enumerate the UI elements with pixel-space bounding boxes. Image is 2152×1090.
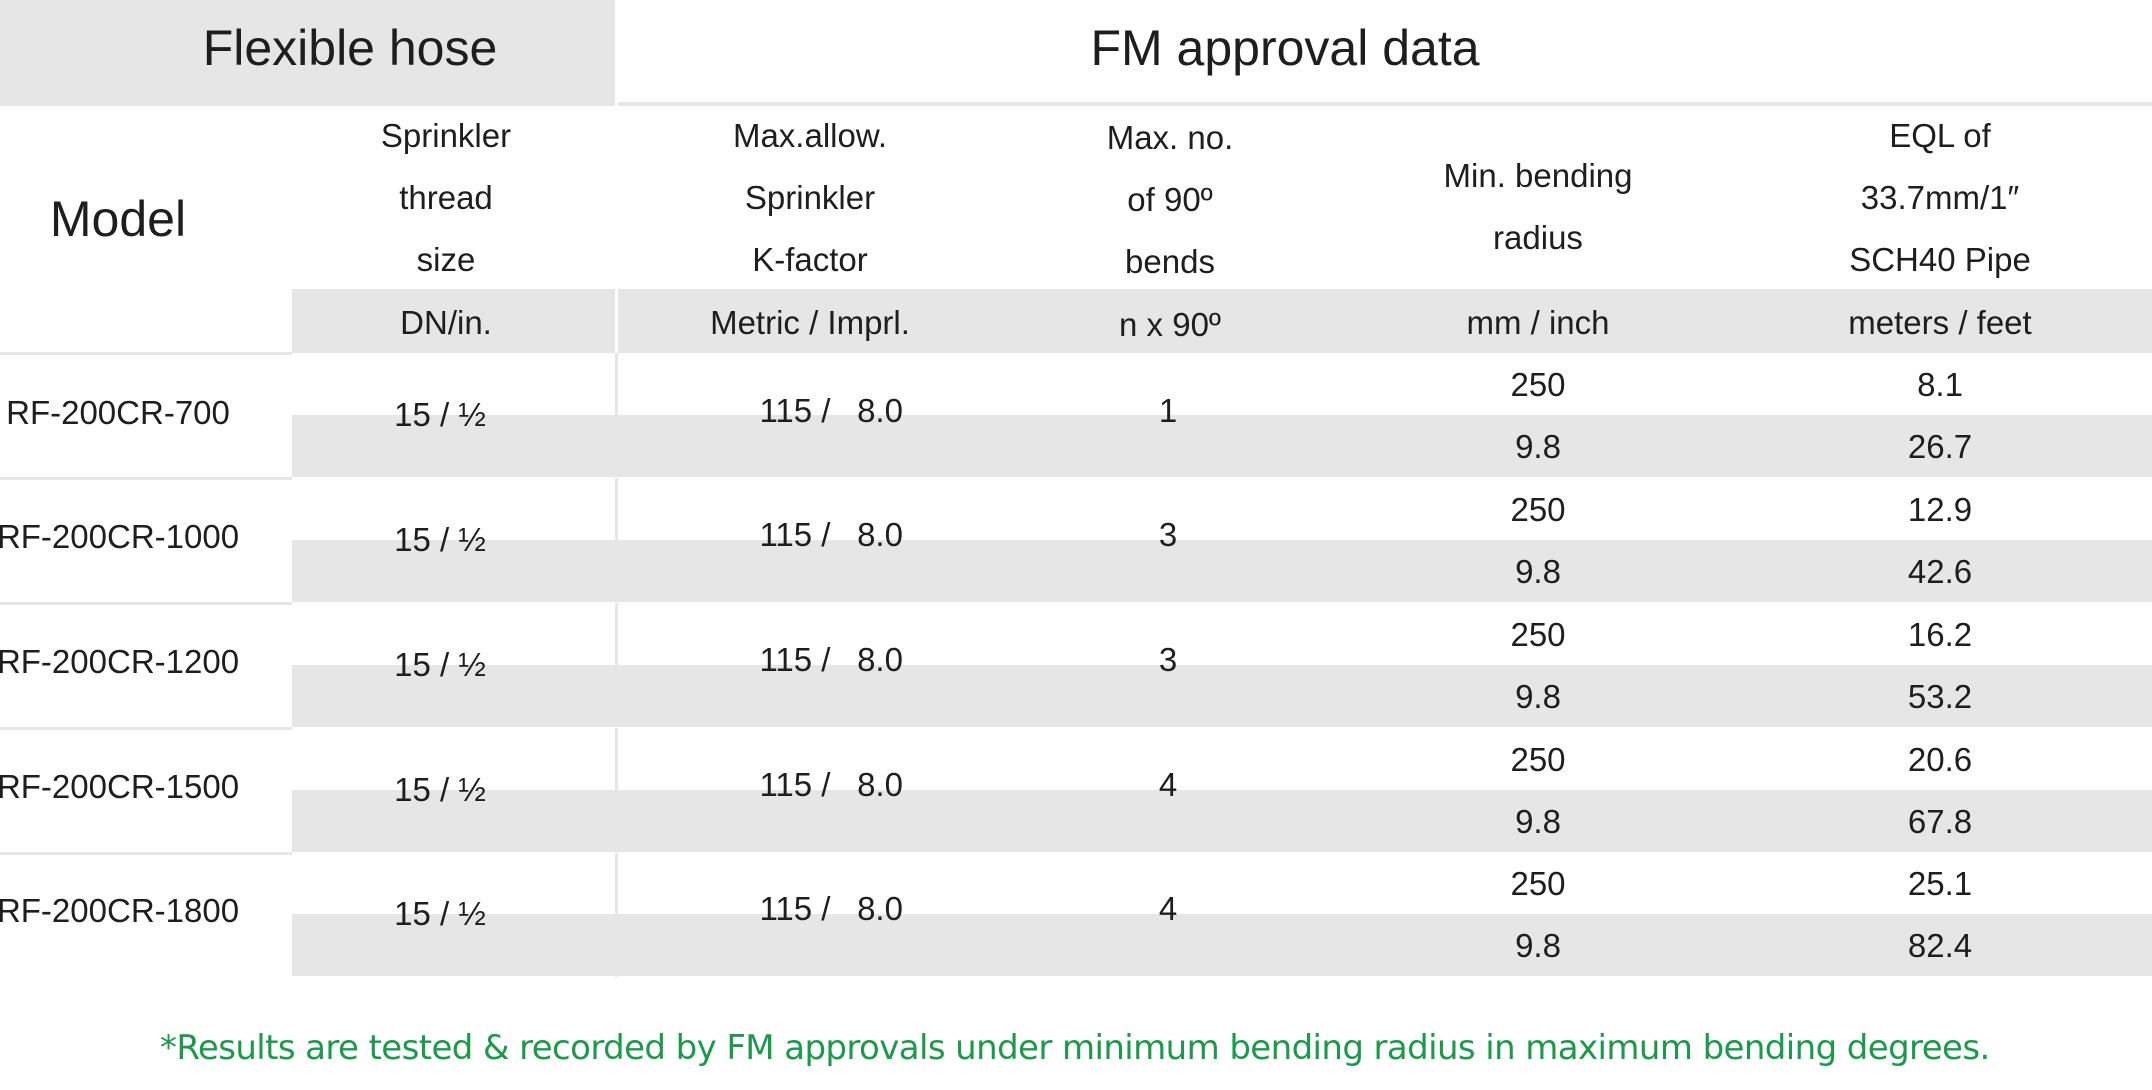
- radius-header-line-2: radius: [1493, 219, 1583, 256]
- bends-header-line-3: bends: [1125, 243, 1215, 280]
- radius-unit: mm / inch: [1466, 304, 1610, 341]
- row-4-vline: [615, 728, 618, 852]
- row-2-band: [292, 540, 2152, 602]
- table-row-3-bends: 3: [1158, 641, 1178, 678]
- model-column-header: Model: [49, 191, 187, 247]
- thread-header-line-3: size: [416, 241, 476, 278]
- table-row-4-radius-mm: 250: [1510, 741, 1566, 778]
- table-row-1-thread: 15 / ½: [394, 396, 486, 433]
- table-row-3-k-metric: 115 /: [759, 641, 831, 678]
- bends-header-line-2: of 90º: [1127, 181, 1213, 218]
- table-row-5-bends: 4: [1158, 890, 1178, 927]
- header-band-left: [0, 0, 617, 106]
- table-row-4-model: RF-200CR-1500: [0, 768, 240, 805]
- table-row-2-eql-m: 12.9: [1907, 491, 1973, 528]
- kfactor-header-line-2: Sprinkler: [744, 179, 876, 216]
- table-row-1-radius-in: 9.8: [1515, 428, 1561, 465]
- bends-unit: n x 90º: [1119, 306, 1221, 343]
- unit-vline: [615, 289, 618, 353]
- bends-header-line-1: Max. no.: [1106, 119, 1234, 156]
- thread-unit: DN/in.: [400, 304, 492, 341]
- kfactor-header-line-1: Max.allow.: [732, 117, 888, 154]
- table-row-5-eql-ft: 82.4: [1907, 927, 1973, 964]
- row-4-divider: [0, 727, 292, 730]
- table-row-2-radius-in: 9.8: [1515, 553, 1561, 590]
- table-row-5-radius-in: 9.8: [1515, 927, 1561, 964]
- table-row-2-thread: 15 / ½: [394, 521, 486, 558]
- table-row-2-k-imperial: 8.0: [857, 516, 903, 553]
- table-row-3-radius-mm: 250: [1510, 616, 1566, 653]
- table-row-5-k-imperial: 8.0: [857, 890, 903, 927]
- table-row-1-eql-ft: 26.7: [1907, 428, 1973, 465]
- table-row-3-eql-ft: 53.2: [1907, 678, 1973, 715]
- table-row-1-k-imperial: 8.0: [857, 392, 903, 429]
- table-row-4-eql-ft: 67.8: [1907, 803, 1973, 840]
- table-row-1-k-metric: 115 /: [759, 392, 831, 429]
- table-row-1-model: RF-200CR-700: [6, 394, 230, 431]
- table-row-4-eql-m: 20.6: [1907, 741, 1973, 778]
- table-row-3-radius-in: 9.8: [1515, 678, 1561, 715]
- row-5-vline: [615, 853, 618, 977]
- table-row-5-thread: 15 / ½: [394, 895, 486, 932]
- table-row-2-bends: 3: [1158, 516, 1178, 553]
- table-row-3-model: RF-200CR-1200: [0, 643, 240, 680]
- row-1-divider: [0, 352, 292, 355]
- table-row-3-k-imperial: 8.0: [857, 641, 903, 678]
- unit-band: [292, 289, 2152, 353]
- table-row-3-thread: 15 / ½: [394, 646, 486, 683]
- table-row-4-bends: 4: [1158, 766, 1178, 803]
- table-row-4-thread: 15 / ½: [394, 771, 486, 808]
- row-5-divider: [0, 852, 292, 855]
- table-row-5-radius-mm: 250: [1510, 865, 1566, 902]
- table-row-2-k-metric: 115 /: [759, 516, 831, 553]
- row-1-band: [292, 415, 2152, 477]
- radius-header-line-1: Min. bending: [1443, 157, 1633, 194]
- row-3-vline: [615, 603, 618, 727]
- table-row-2-radius-mm: 250: [1510, 491, 1566, 528]
- header-vline-left: [615, 0, 618, 106]
- table-row-2-model: RF-200CR-1000: [0, 518, 240, 555]
- table-row-4-k-imperial: 8.0: [857, 766, 903, 803]
- thread-header-line-2: thread: [399, 179, 493, 216]
- row-5-band: [292, 914, 2152, 976]
- table-row-1-bends: 1: [1158, 392, 1178, 429]
- kfactor-header-line-3: K-factor: [752, 241, 868, 278]
- table-row-5-k-metric: 115 /: [759, 890, 831, 927]
- row-1-vline: [615, 353, 618, 477]
- row-3-divider: [0, 602, 292, 605]
- table-row-5-eql-m: 25.1: [1907, 865, 1973, 902]
- table-row-3-eql-m: 16.2: [1907, 616, 1973, 653]
- kfactor-unit: Metric / Imprl.: [710, 304, 910, 341]
- fm-approval-title: FM approval data: [1090, 20, 1480, 76]
- table-row-5-model: RF-200CR-1800: [0, 892, 240, 929]
- table-row-1-eql-m: 8.1: [1917, 366, 1963, 403]
- row-2-divider: [0, 477, 292, 480]
- eql-unit: meters / feet: [1848, 304, 2032, 341]
- flexible-hose-title: Flexible hose: [202, 20, 498, 76]
- table-row-4-radius-in: 9.8: [1515, 803, 1561, 840]
- table-row-1-radius-mm: 250: [1510, 366, 1566, 403]
- row-2-vline: [615, 478, 618, 602]
- thread-header-line-1: Sprinkler: [380, 117, 512, 154]
- eql-header-line-1: EQL of: [1889, 117, 1991, 154]
- row-4-band: [292, 790, 2152, 852]
- footnote: *Results are tested & recorded by FM app…: [160, 1028, 1990, 1068]
- header-divider: [617, 102, 2152, 106]
- eql-header-line-3: SCH40 Pipe: [1849, 241, 2031, 278]
- table-row-2-eql-ft: 42.6: [1907, 553, 1973, 590]
- row-3-band: [292, 665, 2152, 727]
- table-row-4-k-metric: 115 /: [759, 766, 831, 803]
- eql-header-line-2: 33.7mm/1″: [1860, 179, 2020, 216]
